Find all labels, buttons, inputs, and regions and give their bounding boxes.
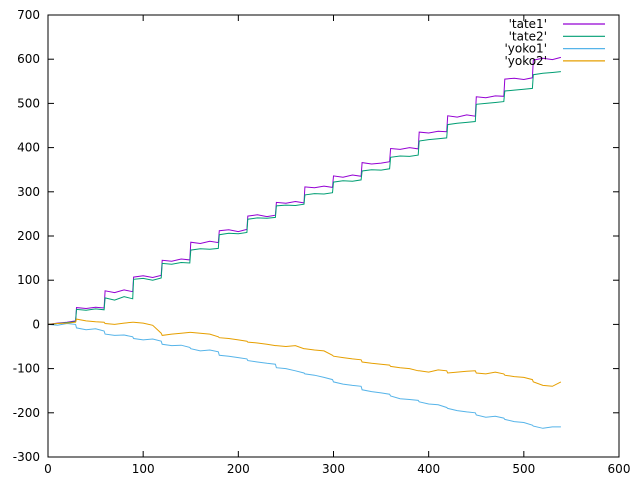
x-tick-label: 500 [512, 462, 535, 476]
series-line-yoko1 [47, 322, 561, 429]
y-tick-label: 500 [17, 96, 40, 110]
series-line-tate1 [47, 56, 562, 325]
series-layer [47, 56, 562, 429]
x-tick-label: 400 [417, 462, 440, 476]
legend-label: 'yoko1' [504, 42, 547, 56]
y-tick-label: 0 [32, 317, 40, 331]
x-tick-label: 600 [608, 462, 631, 476]
ticks-layer: -300 -200 -100 0 100 200 300 400 500 600 700 0 100 20… [13, 8, 631, 476]
y-tick-label: 700 [17, 8, 40, 22]
legend-label: 'tate1' [509, 17, 547, 31]
y-tick-label: -200 [13, 406, 40, 420]
y-tick-label: 300 [17, 185, 40, 199]
y-tick-label: -300 [13, 450, 40, 464]
y-tick-label: 400 [17, 141, 40, 155]
series-line-yoko2 [47, 318, 562, 387]
legend-label: 'tate2' [509, 29, 547, 43]
x-tick-label: 200 [227, 462, 250, 476]
y-tick-label: 100 [17, 273, 40, 287]
legend: 'tate1''tate2''yoko1''yoko2' [504, 17, 605, 68]
series-line-tate2 [47, 71, 561, 325]
x-tick-label: 300 [322, 462, 345, 476]
x-tick-label: 0 [44, 462, 52, 476]
y-tick-label: 200 [17, 229, 40, 243]
x-tick-label: 100 [132, 462, 155, 476]
legend-label: 'yoko2' [504, 54, 547, 68]
y-tick-label: 600 [17, 52, 40, 66]
y-tick-label: -100 [13, 362, 40, 376]
